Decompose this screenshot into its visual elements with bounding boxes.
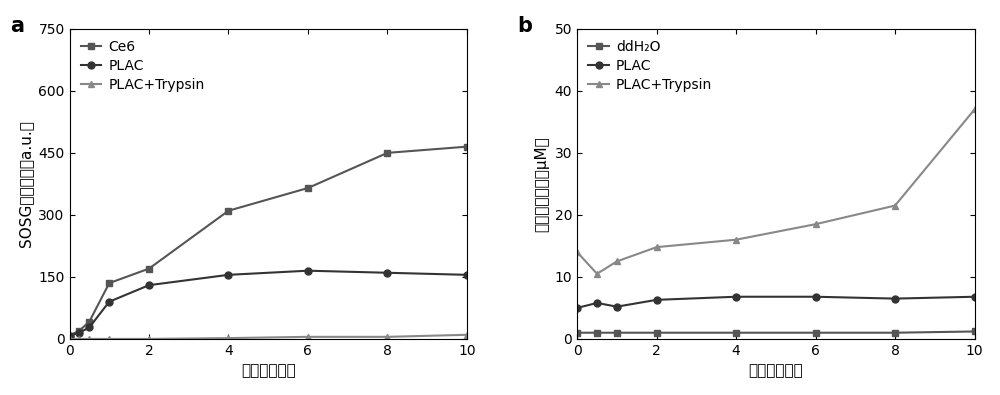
PLAC [571, 306, 583, 310]
X-axis label: 时间（分钟）: 时间（分钟） [241, 363, 296, 378]
PLAC+Trypsin [461, 333, 473, 337]
PLAC [222, 273, 234, 277]
PLAC [103, 299, 115, 304]
PLAC [73, 330, 85, 335]
ddH₂O [651, 330, 663, 335]
Ce6 [64, 333, 76, 338]
PLAC [889, 296, 901, 301]
Line: ddH₂O: ddH₂O [574, 328, 978, 336]
ddH₂O [730, 330, 742, 335]
Ce6 [302, 186, 314, 190]
PLAC+Trypsin [889, 203, 901, 208]
Line: PLAC+Trypsin: PLAC+Trypsin [574, 106, 978, 277]
PLAC+Trypsin [103, 337, 115, 341]
PLAC+Trypsin [222, 336, 234, 340]
PLAC+Trypsin [730, 237, 742, 242]
PLAC [611, 304, 623, 309]
Ce6 [73, 328, 85, 333]
Ce6 [103, 281, 115, 286]
Line: PLAC+Trypsin: PLAC+Trypsin [66, 331, 470, 342]
PLAC [381, 271, 393, 275]
Ce6 [143, 266, 155, 271]
PLAC [651, 297, 663, 302]
ddH₂O [611, 330, 623, 335]
PLAC+Trypsin [651, 245, 663, 250]
Line: PLAC: PLAC [574, 293, 978, 311]
PLAC+Trypsin [969, 107, 981, 112]
Y-axis label: 亚砂酸盐水平（μM）: 亚砂酸盐水平（μM） [534, 136, 549, 232]
ddH₂O [571, 330, 583, 335]
PLAC [730, 294, 742, 299]
PLAC [302, 268, 314, 273]
PLAC+Trypsin [810, 222, 822, 227]
Line: Ce6: Ce6 [66, 143, 470, 339]
PLAC+Trypsin [64, 337, 76, 341]
ddH₂O [810, 330, 822, 335]
PLAC [83, 325, 95, 330]
PLAC [810, 294, 822, 299]
Y-axis label: SOSG荧光强度（a.u.）: SOSG荧光强度（a.u.） [18, 120, 33, 247]
ddH₂O [889, 330, 901, 335]
PLAC+Trypsin [73, 337, 85, 341]
PLAC [64, 333, 76, 338]
PLAC+Trypsin [571, 250, 583, 254]
PLAC+Trypsin [611, 259, 623, 264]
PLAC+Trypsin [381, 335, 393, 339]
PLAC [591, 301, 603, 305]
Legend: ddH₂O, PLAC, PLAC+Trypsin: ddH₂O, PLAC, PLAC+Trypsin [584, 36, 716, 96]
Ce6 [83, 319, 95, 324]
PLAC+Trypsin [143, 337, 155, 341]
X-axis label: 时间（分钟）: 时间（分钟） [748, 363, 803, 378]
Ce6 [461, 144, 473, 149]
PLAC [143, 283, 155, 288]
Ce6 [381, 150, 393, 155]
Ce6 [222, 209, 234, 213]
Text: a: a [10, 17, 24, 36]
PLAC+Trypsin [302, 335, 314, 339]
PLAC+Trypsin [83, 337, 95, 341]
ddH₂O [969, 329, 981, 334]
ddH₂O [591, 330, 603, 335]
Text: b: b [518, 17, 533, 36]
Line: PLAC: PLAC [66, 267, 470, 339]
PLAC [969, 294, 981, 299]
Legend: Ce6, PLAC, PLAC+Trypsin: Ce6, PLAC, PLAC+Trypsin [76, 36, 209, 96]
PLAC+Trypsin [591, 271, 603, 276]
PLAC [461, 273, 473, 277]
